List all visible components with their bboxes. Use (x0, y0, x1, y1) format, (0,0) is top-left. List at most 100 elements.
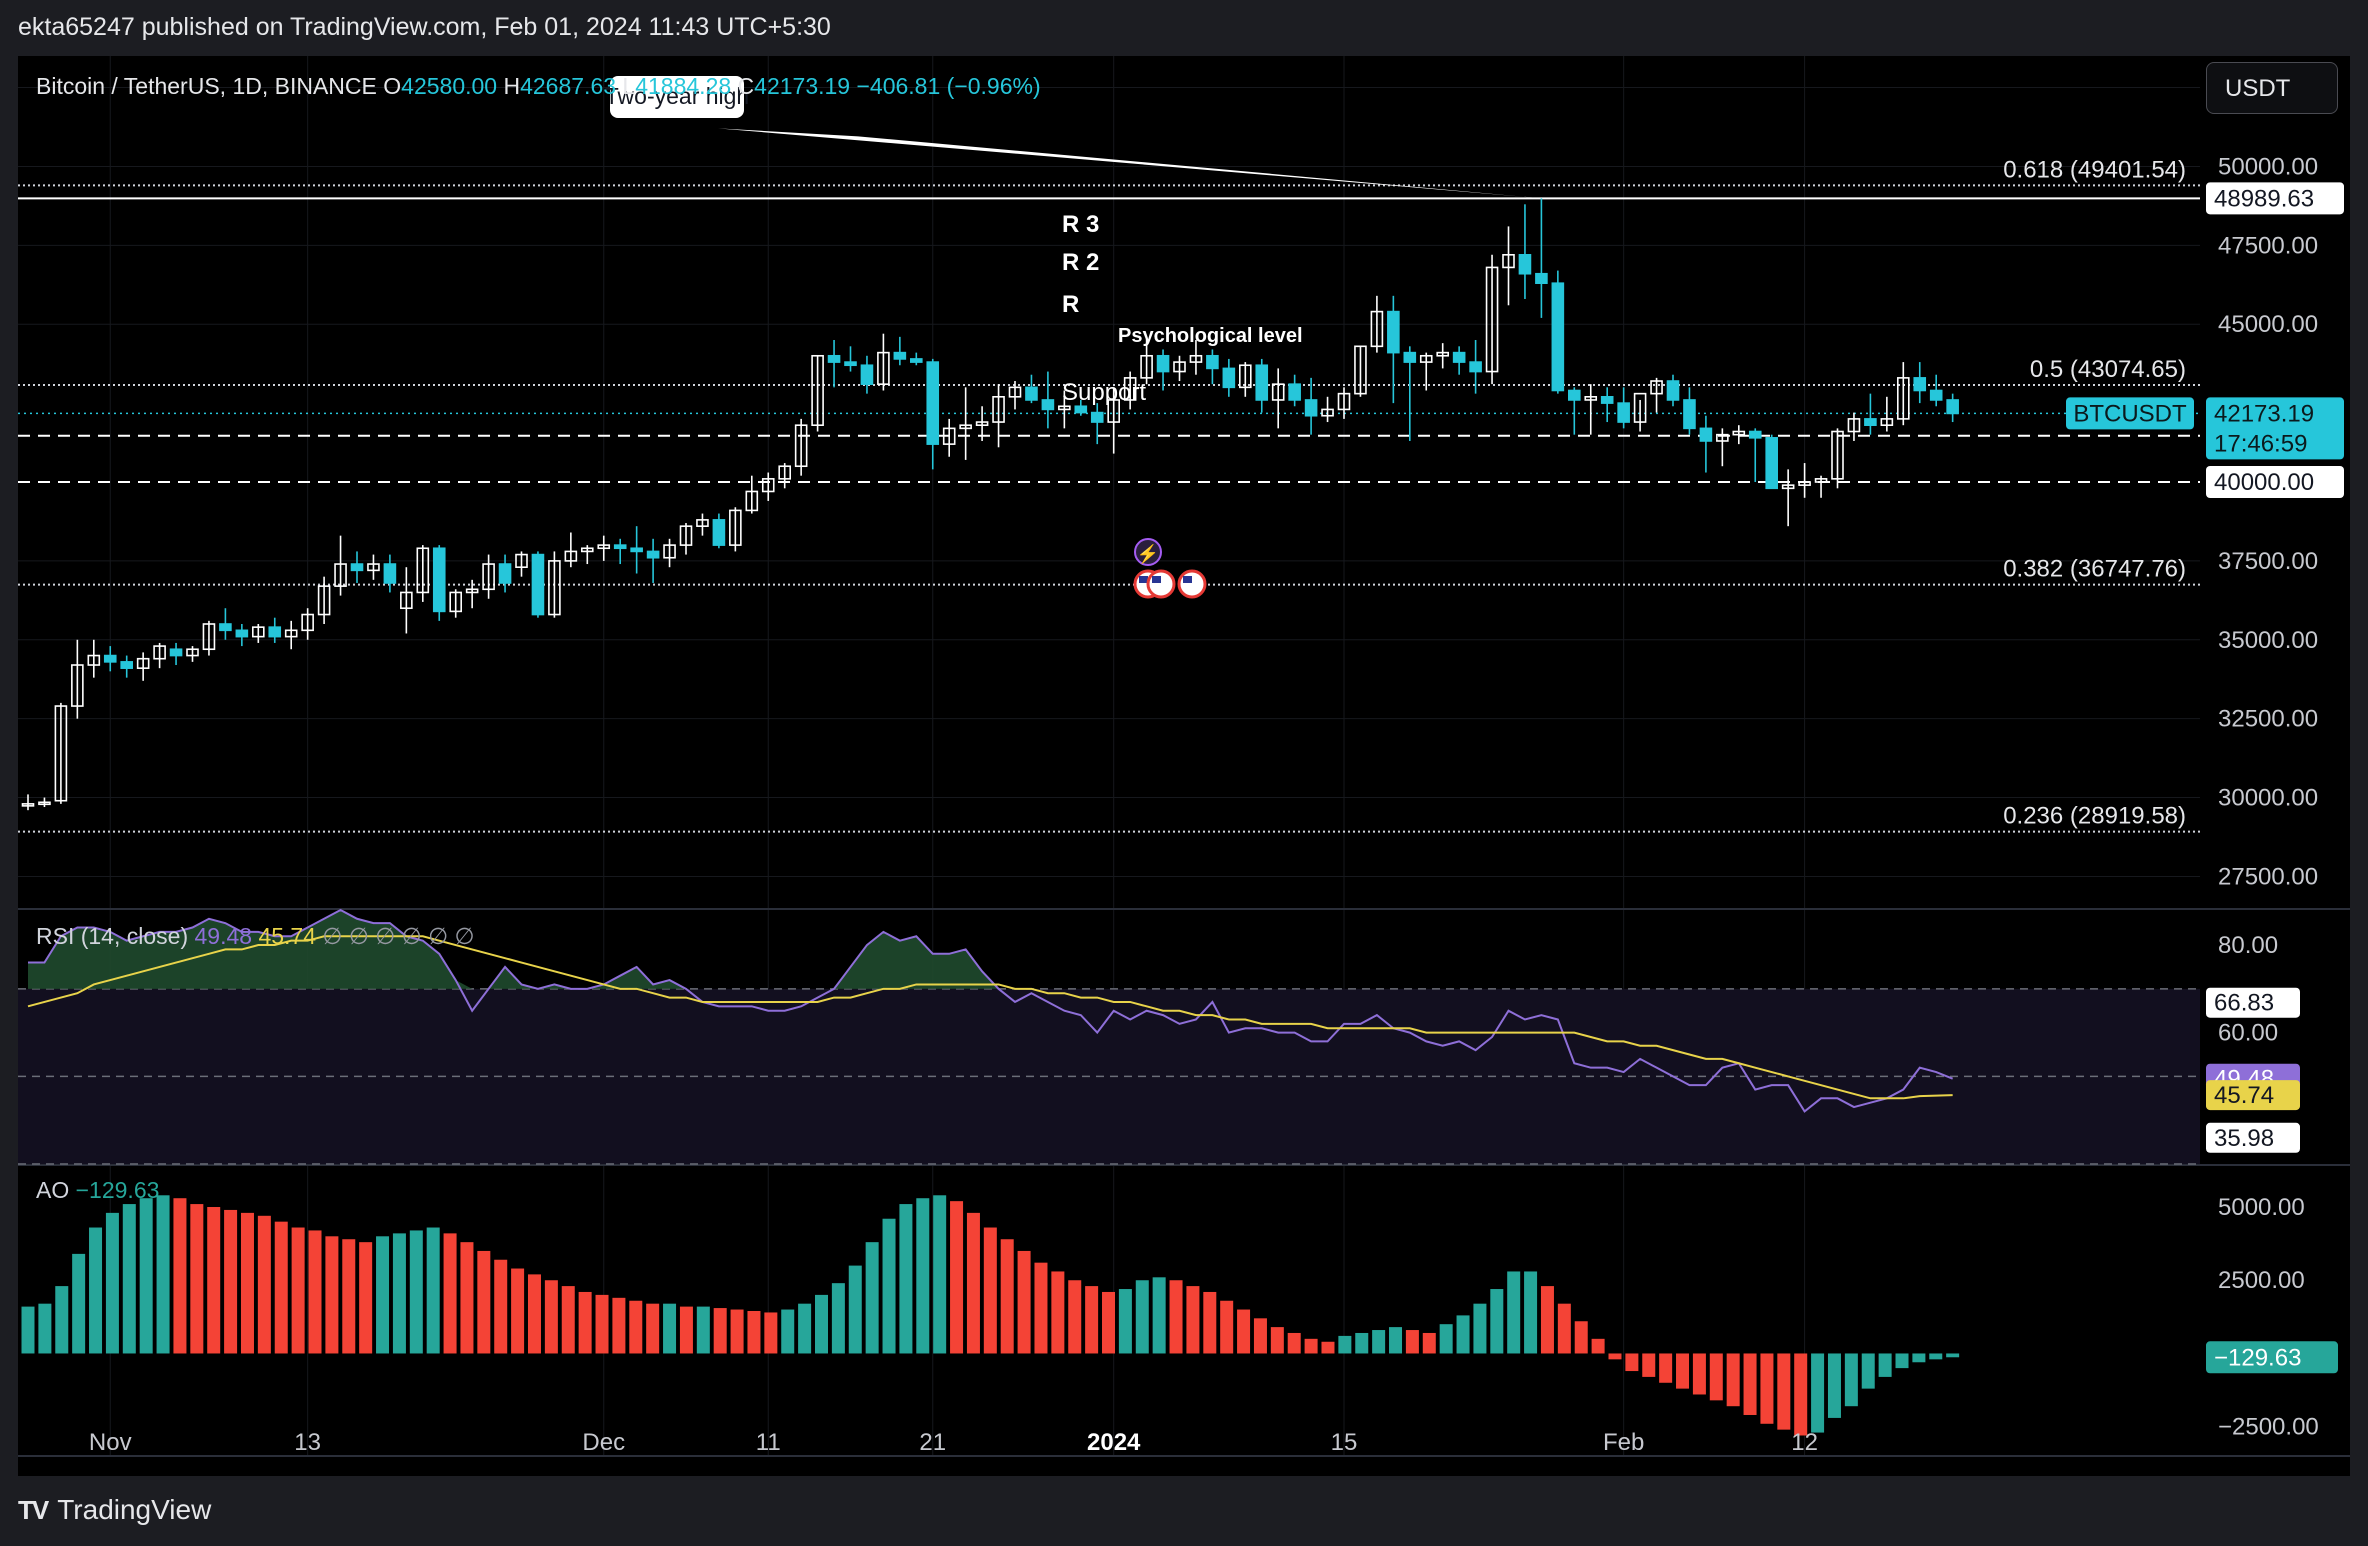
ao-bar (1253, 1318, 1267, 1354)
rsi-overbought-fill (28, 910, 1953, 989)
ao-bar (477, 1250, 491, 1354)
candle-body (564, 550, 578, 562)
candle-body (515, 553, 528, 569)
ao-bar (1287, 1332, 1301, 1354)
candle-body (202, 623, 216, 651)
candles (21, 198, 1959, 811)
candle-body (893, 351, 907, 360)
price-axis-tick: 27500.00 (2218, 863, 2318, 890)
ao-bar (1372, 1330, 1386, 1354)
candle-body (909, 358, 923, 363)
ao-bar (612, 1297, 626, 1354)
fib-level-label: 0.382 (36747.76) (2003, 556, 2186, 583)
candle-body (1781, 484, 1795, 490)
candle-body (350, 563, 364, 572)
event-markers: ⚡ (1133, 538, 1207, 599)
ao-bar (72, 1253, 86, 1354)
tradingview-logo[interactable]: TV TradingView (18, 1494, 211, 1526)
ao-bar (1405, 1330, 1419, 1354)
price-tag-bg (2206, 182, 2344, 215)
candle-body (1189, 354, 1203, 363)
candle-body (1239, 364, 1252, 389)
candle-body (1798, 481, 1811, 486)
candle-body (1913, 377, 1927, 392)
rsi-value: 49.48 (188, 923, 252, 949)
ao-axis-tick: 2500.00 (2218, 1267, 2305, 1294)
ao-bar (240, 1212, 254, 1354)
ao-bar (1507, 1271, 1521, 1354)
price-axis-tick: 45000.00 (2218, 311, 2318, 338)
candle-body (1683, 399, 1696, 430)
price-axis-tick: 32500.00 (2218, 706, 2318, 733)
ao-bar (1524, 1271, 1538, 1354)
candle-body (630, 547, 643, 553)
ao-bar (561, 1286, 575, 1354)
candle-body (745, 490, 759, 512)
ao-bar (1912, 1353, 1926, 1363)
candle-body (416, 547, 430, 594)
candle-body (284, 629, 298, 638)
ao-bar (1692, 1353, 1706, 1395)
ao-bar (89, 1227, 103, 1354)
bar-countdown: 17:46:59 (2214, 430, 2307, 457)
ao-bar (274, 1221, 288, 1354)
time-axis-label: 12 (1791, 1429, 1818, 1456)
candle-body (1156, 354, 1170, 373)
candle-body (169, 648, 183, 657)
candle-body (1897, 377, 1910, 420)
rsi-tag-bg (2206, 1080, 2300, 1111)
ao-tag-bg (2206, 1341, 2338, 1374)
us-flag-canton (1183, 576, 1192, 583)
rsi-tag-label: 35.98 (2214, 1125, 2274, 1152)
candle-body (1074, 405, 1088, 414)
ao-bar (544, 1280, 558, 1354)
candle-body (794, 424, 808, 468)
ao-bar (798, 1303, 812, 1354)
ao-bar (1220, 1300, 1234, 1354)
price-tag-label: 40000.00 (2214, 469, 2314, 496)
callout-box (610, 76, 744, 118)
candle-body (1041, 399, 1055, 411)
ao-bar (764, 1312, 778, 1354)
candle-body (992, 395, 1005, 423)
symbol-tag-bg (2066, 397, 2194, 430)
candle-body (1419, 354, 1433, 363)
candle-body (268, 626, 282, 638)
candle-body (1025, 386, 1038, 401)
current-price-value: 42173.19 (2214, 400, 2314, 427)
us-flag-canton (1152, 576, 1161, 583)
price-axis-tick: 50000.00 (2218, 153, 2318, 180)
chart-frame[interactable]: 0.618 (49401.54) 0.5 (43074.65) 0.382 (367… (18, 56, 2350, 1476)
ohlc-l-value: 41884.28 (635, 73, 731, 99)
candle-body (21, 803, 35, 807)
current-price-tag-bg (2206, 397, 2344, 460)
candle-body (219, 623, 232, 632)
candle-body (1337, 392, 1351, 411)
time-axis: Nov 13 Dec 11 21 2024 15 Feb 12 (89, 1429, 1818, 1456)
candle-body (1354, 345, 1367, 395)
candle-body (860, 364, 874, 385)
candle-body (1123, 377, 1137, 401)
candle-body (1617, 402, 1630, 423)
candle-body (1321, 408, 1334, 417)
ao-bar (443, 1233, 457, 1354)
ao-bar (730, 1309, 744, 1354)
ao-bar (1304, 1338, 1318, 1354)
ao-bar (663, 1303, 677, 1354)
time-axis-label: Dec (582, 1429, 625, 1456)
ao-bar (1709, 1353, 1723, 1401)
ao-bar (629, 1300, 643, 1354)
candle-body (712, 519, 726, 546)
chart-canvas[interactable]: 0.618 (49401.54) 0.5 (43074.65) 0.382 (367… (18, 56, 2350, 1476)
ao-bar (1237, 1309, 1251, 1354)
candle-body (432, 547, 446, 613)
candle-body (1535, 272, 1548, 285)
ao-bar (831, 1283, 845, 1354)
rsi-tag-bg (2206, 1122, 2300, 1153)
symbol-info-text: Bitcoin / TetherUS, 1D, BINANCE O42580.0… (36, 73, 1041, 99)
currency-button[interactable]: USDT (2206, 62, 2338, 114)
candle-body (646, 550, 660, 559)
callout-text: Two-year high (605, 83, 749, 109)
us-flag-icon (1146, 569, 1176, 599)
r2-label: R 2 (1062, 249, 1099, 276)
